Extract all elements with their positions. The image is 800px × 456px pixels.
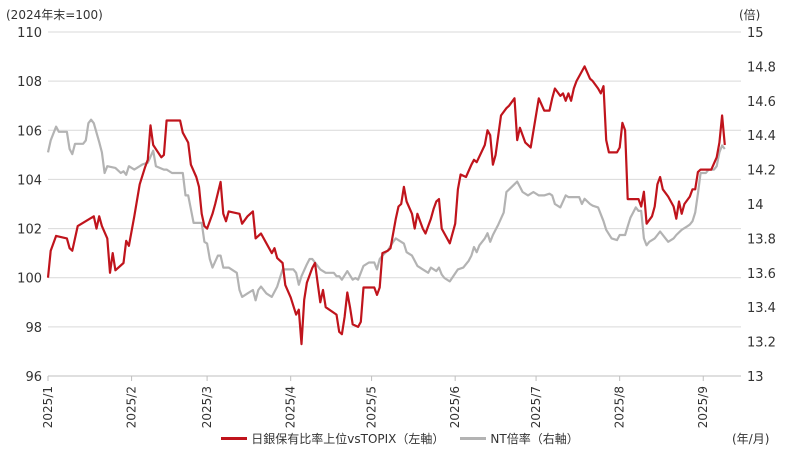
x-tick-label: 2025/9	[696, 386, 710, 428]
legend-item-boj-ratio: 日銀保有比率上位vsTOPIX（左軸）	[221, 430, 444, 447]
left-tick-label: 110	[17, 26, 42, 41]
x-tick-label: 2025/3	[200, 386, 214, 428]
x-tick-label: 2025/7	[529, 386, 543, 428]
right-tick-label: 13.4	[747, 301, 776, 316]
legend-swatch-red-line	[221, 437, 248, 440]
series-line-boj-ratio	[46, 65, 726, 346]
x-tick-label: 2025/8	[613, 386, 627, 428]
left-tick-label: 96	[25, 370, 42, 385]
right-tick-label: 13	[747, 370, 764, 385]
left-tick-label: 102	[17, 223, 42, 238]
right-tick-label: 14.4	[747, 129, 776, 144]
right-tick-label: 14.6	[747, 95, 776, 110]
x-tick-label: 2025/6	[448, 386, 462, 428]
right-tick-label: 14	[747, 198, 764, 213]
right-tick-label: 13.2	[747, 336, 776, 351]
left-tick-label: 104	[17, 173, 42, 188]
axes	[47, 375, 741, 381]
x-tick-label: 2025/4	[284, 386, 298, 428]
left-tick-label: 98	[25, 321, 42, 336]
x-axis-unit-label: (年/月)	[732, 432, 770, 446]
left-tick-label: 108	[17, 75, 42, 90]
series-lines	[46, 65, 726, 346]
right-axis-tick-labels: 13 13.2 13.4 13.6 13.8 14 14.2 14.4 14.6 14.8 15	[747, 26, 776, 385]
right-tick-label: 13.6	[747, 267, 776, 282]
legend-item-nt-ratio: NT倍率（右軸）	[460, 430, 579, 447]
left-tick-label: 106	[17, 124, 42, 139]
gridlines	[48, 31, 741, 377]
right-tick-label: 13.8	[747, 232, 776, 247]
left-axis-tick-labels: 96 98 100 102 104 106 108 110	[17, 26, 42, 385]
x-tick-label: 2025/1	[41, 386, 55, 428]
legend-label-nt-ratio: NT倍率（右軸）	[490, 432, 579, 446]
right-tick-label: 15	[747, 26, 764, 41]
legend-label-boj-ratio: 日銀保有比率上位vsTOPIX（左軸）	[251, 432, 445, 446]
x-tick-label: 2025/5	[365, 386, 379, 428]
right-tick-label: 14.2	[747, 164, 776, 179]
right-axis-unit-label: (倍)	[739, 8, 761, 22]
right-tick-label: 14.8	[747, 60, 776, 75]
legend: 日銀保有比率上位vsTOPIX（左軸） NT倍率（右軸）	[0, 430, 800, 447]
series-line-nt-ratio	[46, 118, 726, 302]
left-axis-unit-label: (2024年末=100)	[6, 8, 103, 22]
left-tick-label: 100	[17, 272, 42, 287]
x-axis-tick-labels: 2025/1 2025/2 2025/3 2025/4 2025/5 2025/6 2025…	[41, 386, 710, 428]
legend-swatch-gray-line	[460, 437, 487, 440]
x-tick-label: 2025/2	[125, 386, 139, 428]
